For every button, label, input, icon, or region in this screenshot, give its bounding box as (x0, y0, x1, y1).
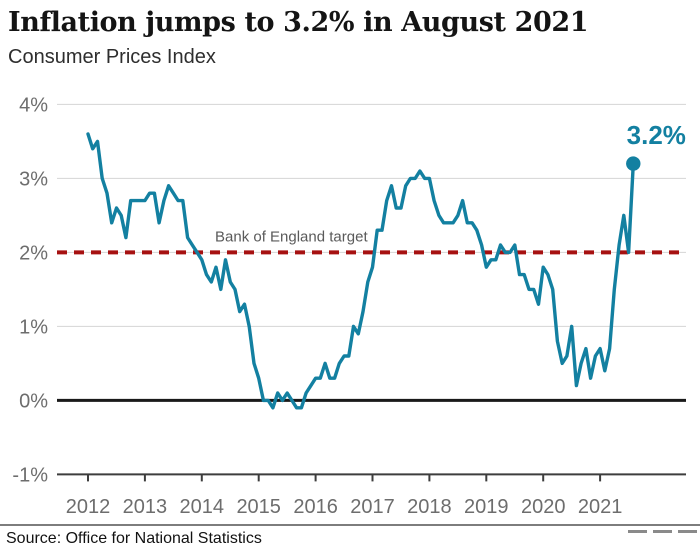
target-annotation: Bank of England target (215, 228, 368, 245)
x-axis-tick-label: 2020 (521, 496, 566, 518)
y-axis-tick-label: -1% (12, 464, 48, 486)
x-axis-tick-label: 2013 (123, 496, 168, 518)
brand-mark-icon (628, 530, 697, 533)
cpi-line-chart: 4% 3% 2% 1% 0% -1% 2012 2013 2014 2015 2016 2017 201… (12, 94, 686, 518)
x-axis-tick-label: 2014 (180, 496, 225, 518)
x-axis-tick-label: 2016 (293, 496, 338, 518)
footer-divider (0, 524, 700, 526)
y-axis-tick-label: 4% (19, 94, 48, 116)
x-axis-tick-label: 2018 (407, 496, 452, 518)
x-axis-tick-label: 2012 (66, 496, 111, 518)
x-axis-tick-label: 2017 (350, 496, 395, 518)
source-credit: Source: Office for National Statistics (6, 530, 262, 547)
page-subtitle: Consumer Prices Index (8, 46, 216, 69)
x-axis-tick-label: 2015 (236, 496, 281, 518)
x-axis-tick-label: 2019 (464, 496, 509, 518)
y-axis-tick-label: 2% (19, 242, 48, 264)
brand-dash (678, 530, 697, 533)
brand-dash (653, 530, 672, 533)
y-axis-tick-label: 1% (19, 316, 48, 338)
cpi-series-line (86, 132, 635, 410)
inflation-chart-page: Inflation jumps to 3.2% in August 2021 C… (0, 7, 700, 547)
y-axis-tick-label: 3% (19, 168, 48, 190)
latest-value-label: 3.2% (627, 120, 686, 150)
page-title: Inflation jumps to 3.2% in August 2021 (8, 7, 589, 38)
y-axis-tick-label: 0% (19, 390, 48, 412)
x-axis-tick-label: 2021 (578, 496, 623, 518)
brand-dash (628, 530, 647, 533)
latest-point-marker (626, 156, 641, 171)
